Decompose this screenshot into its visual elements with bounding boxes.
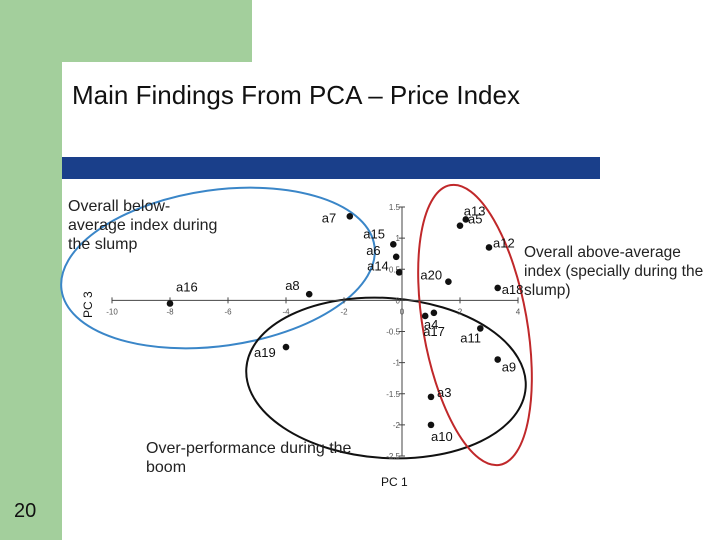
y-tick-label: 0 bbox=[396, 296, 401, 305]
point-label: a11 bbox=[460, 330, 481, 345]
point-label: a6 bbox=[366, 243, 380, 258]
point-label: a7 bbox=[322, 210, 336, 225]
x-tick-label: 2 bbox=[458, 307, 463, 316]
data-point bbox=[390, 241, 397, 248]
data-point bbox=[392, 253, 400, 261]
decor-green-band-left bbox=[0, 0, 62, 540]
data-point bbox=[427, 393, 435, 401]
y-tick-label: -1 bbox=[393, 359, 401, 368]
data-point bbox=[456, 222, 464, 229]
data-point bbox=[427, 421, 435, 429]
y-tick-label: -2 bbox=[393, 421, 401, 430]
point-label: a13 bbox=[464, 203, 486, 218]
y-tick-label: 1.5 bbox=[389, 203, 401, 212]
point-label: a15 bbox=[363, 226, 385, 241]
slide-title: Main Findings From PCA – Price Index bbox=[72, 80, 520, 110]
x-tick-label: 4 bbox=[516, 307, 521, 316]
point-label: a5 bbox=[468, 212, 482, 227]
above-average-note: Overall above-average index (specially d… bbox=[524, 244, 704, 299]
title-underline-bar bbox=[62, 157, 600, 179]
point-label: a16 bbox=[176, 279, 198, 294]
x-tick-label: -2 bbox=[340, 307, 348, 316]
data-point bbox=[395, 269, 403, 276]
point-label: a18 bbox=[502, 282, 524, 297]
data-point bbox=[305, 290, 313, 298]
y-axis-label: PC 3 bbox=[81, 291, 95, 318]
point-label: a19 bbox=[254, 345, 276, 360]
data-point bbox=[462, 216, 470, 223]
point-label: a8 bbox=[285, 278, 299, 293]
data-point bbox=[477, 325, 484, 332]
data-point bbox=[282, 343, 290, 351]
y-tick-label: -1.5 bbox=[386, 390, 400, 399]
data-point bbox=[494, 356, 502, 363]
data-point bbox=[430, 309, 438, 317]
point-label: a4 bbox=[424, 317, 438, 332]
x-tick-label: -8 bbox=[166, 307, 174, 316]
data-point bbox=[346, 213, 354, 220]
axes-layer: -10 -8 -6 -4 -2 0 2 4 1.5 1 0.5 0 -0.5 -1 -1.5 -2 -2.5 bbox=[106, 203, 521, 461]
data-point bbox=[445, 278, 452, 286]
below-average-note: Overall below-average index during the s… bbox=[68, 198, 218, 253]
x-tick-label: 0 bbox=[400, 307, 405, 316]
point-label: a20 bbox=[420, 268, 442, 283]
point-label: a9 bbox=[502, 360, 516, 375]
data-point bbox=[485, 244, 493, 251]
ellipse-layer bbox=[60, 183, 533, 467]
boom-note: Over-performance during the boom bbox=[146, 440, 352, 476]
data-point bbox=[166, 300, 174, 307]
x-tick-label: -6 bbox=[224, 307, 232, 316]
point-label: a17 bbox=[423, 324, 445, 339]
point-label: a10 bbox=[431, 429, 453, 444]
below-average-ellipse bbox=[60, 186, 376, 350]
x-axis-label: PC 1 bbox=[381, 475, 408, 489]
point-label: a12 bbox=[493, 235, 515, 250]
y-tick-label: 0.5 bbox=[389, 265, 401, 274]
data-point bbox=[494, 284, 502, 292]
boom-ellipse bbox=[245, 296, 527, 460]
point-label: a14 bbox=[367, 258, 389, 273]
x-tick-label: -10 bbox=[106, 307, 118, 316]
point-label: a3 bbox=[437, 385, 451, 400]
y-tick-label: 1 bbox=[396, 234, 401, 243]
data-point bbox=[421, 312, 429, 320]
slide-number: 20 bbox=[14, 500, 37, 522]
x-tick-label: -4 bbox=[282, 307, 290, 316]
above-average-ellipse bbox=[417, 183, 533, 467]
y-tick-label: -0.5 bbox=[386, 328, 400, 337]
y-tick-label: -2.5 bbox=[386, 452, 400, 461]
